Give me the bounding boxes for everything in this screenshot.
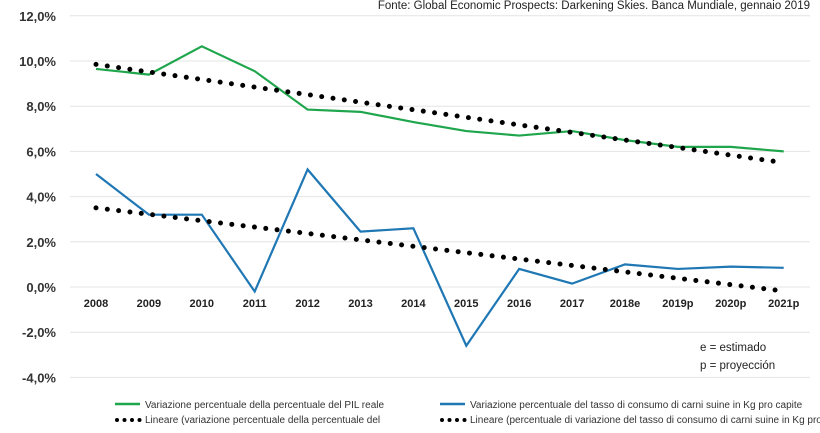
y-tick-label: -4,0% (22, 370, 56, 385)
y-tick-label: 8,0% (26, 99, 56, 114)
series-2 (93, 61, 787, 166)
series-1 (95, 167, 784, 348)
series-line (95, 167, 784, 348)
trend-line (93, 61, 787, 166)
y-tick-label: 2,0% (26, 235, 56, 250)
x-tick-label: 2018e (610, 298, 641, 310)
legend-label: Lineare (percentuale di variazione del t… (470, 415, 820, 426)
series-line (95, 45, 784, 153)
series-0 (95, 45, 784, 153)
x-tick-label: 2021p (768, 298, 799, 310)
source-note: Fonte: Global Economic Prospects: Darken… (377, 0, 810, 12)
series-3 (93, 205, 787, 294)
y-tick-label: 4,0% (26, 190, 56, 205)
x-tick-label: 2012 (295, 298, 319, 310)
x-tick-label: 2015 (454, 298, 478, 310)
x-tick-label: 2016 (507, 298, 531, 310)
x-tick-label: 2010 (190, 298, 214, 310)
trend-line (93, 205, 787, 294)
y-tick-label: 10,0% (19, 54, 56, 69)
legend-label: Lineare (variazione percentuale della pe… (145, 415, 380, 426)
x-tick-label: 2009 (137, 298, 161, 310)
x-tick-label: 2014 (401, 298, 426, 310)
y-tick-label: -2,0% (22, 325, 56, 340)
x-tick-label: 2020p (715, 298, 746, 310)
note-estimated: e = estimado (700, 342, 766, 354)
legend-label: Variazione percentuale del tasso di cons… (470, 400, 803, 411)
note-projection: p = proyección (700, 360, 775, 372)
y-tick-label: 12,0% (19, 9, 56, 24)
x-tick-label: 2017 (560, 298, 584, 310)
x-tick-label: 2013 (348, 298, 372, 310)
x-tick-label: 2019p (662, 298, 693, 310)
x-tick-label: 2011 (243, 298, 267, 310)
y-tick-label: 0,0% (26, 280, 56, 295)
x-tick-label: 2008 (84, 298, 108, 310)
y-tick-label: 6,0% (26, 144, 56, 159)
legend-label: Variazione percentuale della percentuale… (145, 400, 384, 411)
